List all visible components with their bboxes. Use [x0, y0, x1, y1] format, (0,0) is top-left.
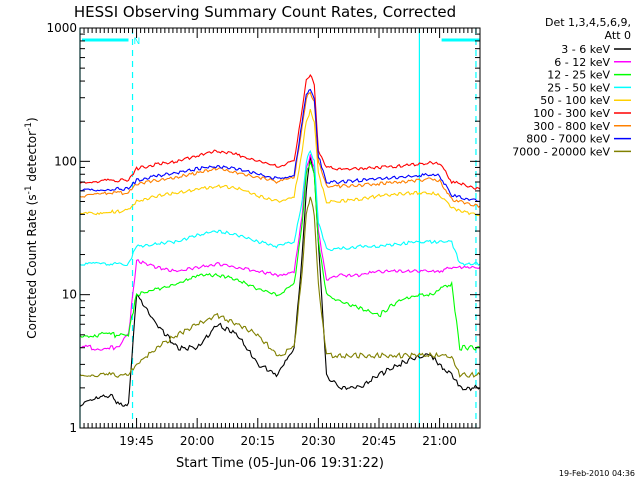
legend-label-4: 50 - 100 keV	[540, 94, 610, 107]
legend-label-0: 3 - 6 keV	[561, 43, 610, 56]
y-axis-label-post: )	[25, 117, 39, 122]
legend-label-1: 6 - 12 keV	[554, 56, 610, 69]
legend-label-3: 25 - 50 keV	[547, 81, 610, 94]
y-axis-label-mid: detector	[25, 131, 39, 186]
plot-frame	[79, 27, 481, 429]
series-line-6	[79, 91, 481, 208]
legend-label-6: 300 - 800 keV	[533, 120, 610, 133]
legend-label-2: 12 - 25 keV	[547, 69, 610, 82]
y-tick-label: 1000	[46, 21, 77, 35]
legend-title-line2: Att 0	[605, 29, 631, 42]
series-line-7	[79, 88, 481, 203]
x-tick-label: 20:15	[240, 434, 275, 448]
series-line-1	[80, 154, 481, 351]
x-tick-label: 21:00	[422, 434, 457, 448]
x-axis-label: Start Time (05-Jun-06 19:31:22)	[176, 456, 384, 471]
x-tick-label: 20:00	[180, 434, 215, 448]
footer-date: 19-Feb-2010 04:36	[559, 469, 635, 478]
x-tick-label: 19:45	[119, 434, 154, 448]
night-flag-label: N	[133, 37, 140, 47]
series-line-0	[79, 155, 481, 407]
y-axis-label-pre: Corrected Count Rate (s	[25, 194, 39, 338]
y-axis-label-sup2: -1	[24, 122, 34, 131]
y-axis-label-sup1: -1	[24, 185, 34, 194]
y-axis-label: Corrected Count Rate (s-1 detector-1)	[24, 117, 39, 338]
y-tick-label: 1	[69, 421, 77, 435]
chart-title: HESSI Observing Summary Count Rates, Cor…	[74, 3, 456, 21]
series-line-3	[79, 149, 481, 267]
series-line-5	[79, 73, 481, 190]
legend-label-5: 100 - 300 keV	[533, 107, 610, 120]
plot-area: N 1 10 100 1000 19:45 20:00 20:15 20:30 20:45 21:0…	[46, 21, 481, 448]
y-tick-label: 10	[62, 288, 77, 302]
legend-label-8: 7000 - 20000 keV	[512, 145, 610, 158]
x-tick-label: 20:30	[301, 434, 336, 448]
x-tick-label: 20:45	[362, 434, 397, 448]
series-line-2	[79, 160, 481, 351]
legend-title-line1: Det 1,3,4,5,6,9,	[545, 16, 631, 29]
series-line-8	[79, 196, 481, 378]
legend-label-7: 800 - 7000 keV	[526, 133, 610, 146]
y-tick-label: 100	[54, 154, 77, 168]
series-line-4	[79, 108, 481, 217]
